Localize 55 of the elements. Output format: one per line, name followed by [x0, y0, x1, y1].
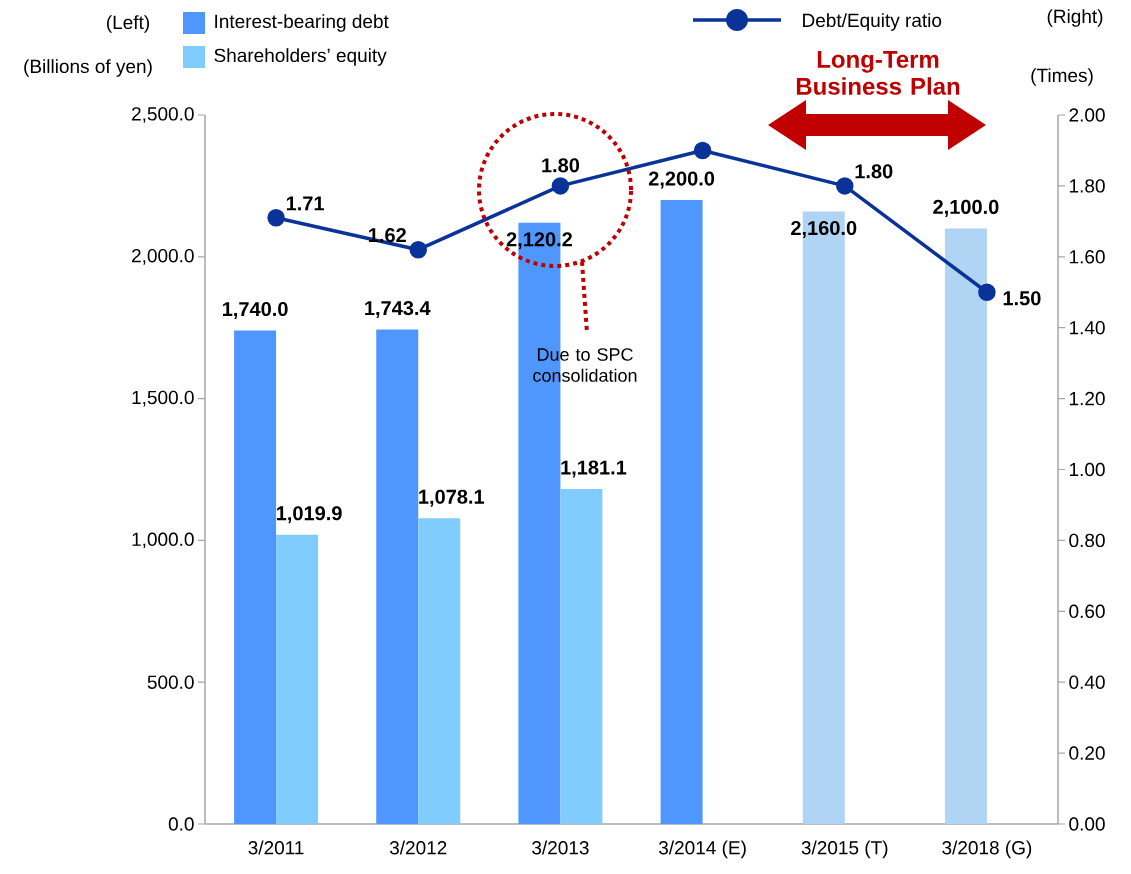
- bar: [560, 489, 603, 824]
- x-tick-label: 3/2013: [532, 840, 589, 855]
- bar: [276, 534, 319, 824]
- bar: [418, 518, 461, 824]
- y-tick-label: 1,000.0: [132, 532, 194, 549]
- data-label: 1,078.1: [419, 489, 485, 507]
- y-tick-label: 500.0: [147, 675, 194, 689]
- data-label: 1,743.4: [365, 300, 431, 319]
- y-tick-label: 2,500.0: [132, 107, 194, 123]
- data-label: 1.71: [286, 196, 324, 211]
- data-label: 1,740.0: [222, 301, 288, 320]
- y2-tick-label: 1.20: [1069, 391, 1105, 406]
- x-tick-label: 3/2018 (G): [942, 840, 1032, 859]
- y-axis-title: (Billions of yen): [24, 59, 152, 77]
- y2-tick-label: 0.60: [1069, 604, 1105, 619]
- bar: [660, 200, 703, 824]
- data-label: 2,200.0: [648, 171, 715, 189]
- data-label: 2,100.0: [933, 199, 999, 217]
- y2-tick-label: 1.80: [1069, 179, 1105, 193]
- y2-tick-label: 0.00: [1069, 817, 1105, 831]
- y-tick-label: 2,000.0: [132, 248, 194, 265]
- data-label: 2,160.0: [791, 220, 857, 238]
- bar: [376, 329, 419, 824]
- text: (Right): [1047, 9, 1103, 27]
- bar: [944, 228, 987, 824]
- y2-tick-label: 0.80: [1069, 533, 1105, 548]
- text: Long-Term Business Plan: [796, 51, 960, 95]
- x-tick-label: 3/2011: [248, 840, 304, 855]
- y2-tick-label: 1.40: [1069, 320, 1105, 335]
- text: (Left): [107, 15, 149, 33]
- legend-label: Shareholders’ equity: [214, 48, 387, 66]
- y2-tick-label: 0.20: [1069, 746, 1105, 760]
- data-label: 1,181.1: [561, 460, 627, 478]
- data-label: 1.50: [1003, 291, 1041, 306]
- y2-tick-label: 1.60: [1069, 250, 1105, 264]
- x-tick-label: 3/2012: [389, 840, 447, 855]
- legend-label: Interest-bearing debt: [215, 14, 389, 32]
- legend-label: Debt/Equity ratio: [803, 13, 942, 31]
- point: [693, 141, 712, 160]
- bar: [234, 330, 277, 824]
- point: [409, 240, 427, 259]
- y-tick-label: 0.0: [168, 817, 194, 831]
- y-tick-label: 1,500.0: [132, 390, 194, 407]
- point: [267, 209, 285, 227]
- y2-axis-title: (Times): [1031, 68, 1093, 86]
- point: [836, 177, 854, 195]
- x-tick-label: 3/2015 (T): [801, 840, 888, 859]
- data-label: 1,019.9: [276, 506, 342, 524]
- y2-tick-label: 0.40: [1069, 675, 1105, 689]
- x-tick-label: 3/2014 (E): [658, 840, 746, 859]
- y2-tick-label: 2.00: [1069, 108, 1105, 122]
- point: [978, 283, 996, 301]
- y2-tick-label: 1.00: [1069, 462, 1105, 477]
- data-label: 1.80: [855, 164, 893, 179]
- data-label: 1.62: [369, 228, 406, 243]
